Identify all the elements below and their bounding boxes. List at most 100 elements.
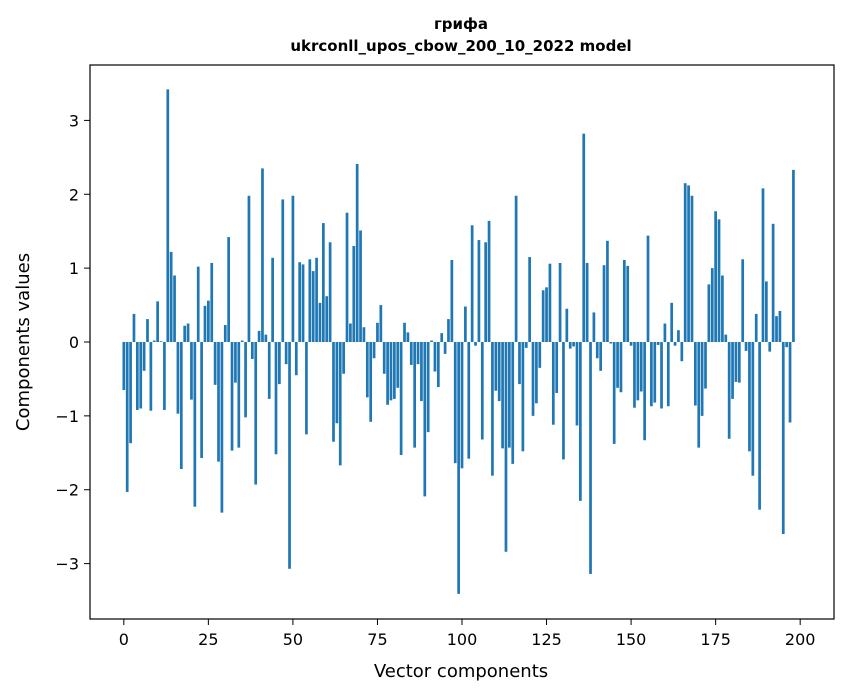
bar-122	[535, 342, 538, 404]
bar-103	[470, 225, 474, 342]
bar-31	[227, 237, 231, 342]
bar-27	[213, 342, 217, 385]
bar-152	[636, 342, 640, 401]
bar-92	[433, 342, 437, 372]
bar-184	[744, 342, 748, 351]
bar-86	[413, 342, 417, 448]
bar-109	[491, 342, 494, 476]
bar-185	[748, 342, 751, 452]
bar-4	[135, 342, 139, 410]
bar-178	[724, 334, 728, 342]
bar-26	[210, 262, 214, 342]
x-axis-ticks: 0 25 50 75 100 125 150 175 200	[119, 619, 815, 649]
bar-0	[122, 342, 126, 391]
bar-164	[677, 330, 680, 342]
x-tick-label: 150	[616, 630, 647, 649]
bar-123	[538, 342, 542, 368]
bar-30	[223, 325, 227, 342]
bar-106	[480, 342, 484, 440]
bar-33	[234, 342, 237, 383]
bar-85	[409, 342, 413, 365]
bar-84	[406, 332, 410, 342]
y-tick-label: 2	[69, 185, 79, 204]
bar-12	[163, 342, 166, 410]
x-tick-label: 175	[700, 630, 731, 649]
bar-148	[622, 260, 626, 342]
bar-69	[355, 163, 359, 342]
bar-142	[602, 265, 606, 342]
y-axis-label: Components values	[13, 253, 34, 431]
bar-35	[240, 340, 244, 342]
bar-170	[697, 342, 701, 448]
bar-180	[731, 342, 734, 399]
bar-124	[541, 290, 545, 342]
bar-156	[650, 342, 653, 407]
bar-173	[707, 284, 711, 342]
bar-7	[146, 319, 149, 342]
bar-121	[531, 342, 535, 416]
bar-166	[683, 183, 687, 342]
bar-1	[125, 342, 129, 492]
bar-21	[193, 342, 197, 507]
bar-158	[656, 342, 660, 345]
bar-89	[423, 342, 427, 497]
bar-6	[142, 342, 146, 371]
bar-24	[203, 305, 207, 342]
x-tick-label: 50	[283, 630, 303, 649]
bar-3	[132, 313, 136, 342]
bar-36	[244, 342, 247, 418]
bar-127	[551, 342, 555, 425]
bar-46	[278, 342, 281, 385]
y-tick-label: 1	[69, 259, 79, 278]
bar-114	[507, 342, 511, 448]
bar-177	[721, 275, 724, 342]
bar-40	[257, 330, 261, 342]
bar-16	[176, 342, 180, 414]
bar-97	[450, 260, 454, 342]
bar-5	[139, 342, 143, 409]
bar-57	[315, 257, 318, 342]
bar-11	[159, 341, 163, 342]
x-tick-label: 75	[367, 630, 387, 649]
bar-198	[792, 169, 795, 342]
y-axis-ticks: −3 −2 −1 0 1 2 3	[55, 111, 90, 574]
x-tick-label: 125	[531, 630, 562, 649]
bar-162	[670, 302, 674, 342]
bar-163	[673, 342, 677, 346]
bar-146	[616, 342, 619, 388]
bar-112	[501, 342, 504, 449]
bar-195	[781, 342, 785, 535]
bar-98	[453, 342, 457, 464]
bar-93	[436, 342, 440, 388]
bar-68	[352, 245, 356, 342]
bar-72	[365, 342, 369, 398]
bar-126	[548, 263, 552, 342]
bar-101	[464, 306, 467, 342]
bar-191	[768, 342, 772, 352]
bar-151	[633, 342, 636, 408]
x-axis-label: Vector components	[374, 661, 548, 682]
bar-43	[267, 342, 271, 399]
bar-119	[524, 342, 528, 348]
bar-155	[646, 235, 650, 342]
bar-149	[626, 265, 630, 342]
bar-116	[514, 195, 518, 342]
bar-137	[585, 262, 589, 342]
bar-175	[714, 211, 717, 342]
bar-15	[173, 275, 176, 342]
bar-54	[305, 342, 308, 435]
bar-37	[247, 195, 251, 342]
y-tick-label: 3	[69, 111, 79, 130]
bar-48	[284, 342, 288, 365]
bar-13	[166, 89, 170, 342]
bar-18	[183, 325, 187, 342]
bar-75	[376, 322, 379, 342]
bar-56	[311, 271, 315, 342]
bar-23	[200, 342, 203, 458]
bar-8	[149, 342, 153, 411]
bar-10	[156, 301, 159, 342]
chart-subtitle: ukrconll_upos_cbow_200_10_2022 model	[290, 37, 631, 55]
bar-90	[426, 342, 430, 433]
bar-118	[521, 342, 525, 452]
bar-111	[497, 342, 501, 402]
